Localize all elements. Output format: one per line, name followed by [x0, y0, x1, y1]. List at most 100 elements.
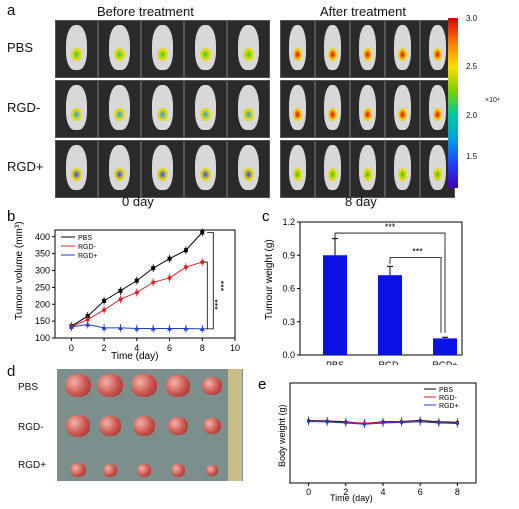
mouse-image-before: [141, 20, 184, 78]
c-bar: [378, 275, 402, 355]
c-sig-bracket-outer: [334, 232, 446, 333]
c-sig-bracket-inner: [389, 257, 442, 333]
tumour-specimen: [166, 375, 190, 397]
b-point: [102, 307, 107, 312]
mouse-image-before: [141, 80, 184, 138]
b-legend-label: PBS: [78, 235, 92, 242]
c-ylabel: Tumour weight (g): [264, 239, 275, 320]
panel-a-label: a: [7, 2, 16, 19]
b-point: [167, 326, 173, 331]
mouse-image-after: [350, 20, 385, 78]
b-xtick-label: 2: [102, 343, 107, 353]
mouse-image-before: [184, 140, 227, 198]
colorbar-tick-2-5: 2.5: [466, 62, 478, 71]
b-ylabel: Tumour volume (mm³): [14, 221, 25, 320]
tumour-specimen: [171, 464, 185, 477]
b-point: [134, 278, 139, 283]
after-treatment-heading: After treatment: [320, 4, 406, 19]
colorbar-tick-3: 3.0: [466, 14, 478, 23]
mouse-image-after: [350, 140, 385, 198]
d-row-rgd-plus: RGD+: [18, 460, 47, 471]
row-label-pbs: PBS: [7, 40, 34, 55]
before-treatment-heading: Before treatment: [97, 4, 194, 19]
b-point: [117, 325, 123, 330]
day-after-label: 8 day: [345, 194, 377, 209]
e-legend-label: RGD-: [439, 395, 458, 402]
mouse-image-after: [385, 140, 420, 198]
d-row-pbs: PBS: [18, 382, 39, 393]
e-ylabel: Body weight (g): [277, 404, 287, 467]
e-point: [400, 420, 404, 425]
mouse-image-after: [385, 20, 420, 78]
b-ytick-label: 400: [35, 232, 50, 242]
mouse-image-after: [315, 80, 350, 138]
b-point: [200, 230, 205, 235]
mouse-image-after: [315, 140, 350, 198]
colorbar-tick-2: 2.0: [466, 111, 478, 120]
tumour-specimen: [137, 464, 151, 477]
e-point: [455, 421, 459, 426]
mouse-image-after: [280, 20, 315, 78]
mouse-image-before: [55, 140, 98, 198]
c-ytick-label: 0.0: [282, 350, 295, 360]
tumour-specimen: [70, 463, 86, 478]
b-sig-bracket-outer: [207, 231, 214, 330]
tumour-specimen: [206, 465, 218, 476]
b-xtick-label: 4: [134, 343, 139, 353]
b-sig-bracket-inner: [203, 261, 208, 330]
b-ytick-label: 300: [35, 266, 50, 276]
e-xtick-label: 4: [380, 487, 385, 497]
b-point: [167, 256, 172, 261]
b-plot-frame: [54, 229, 236, 339]
c-bar: [323, 255, 347, 355]
b-point: [183, 265, 188, 270]
e-xlabel: Time (day): [330, 493, 373, 503]
mouse-image-before: [55, 80, 98, 138]
row-label-rgd-minus: RGD-: [7, 100, 41, 115]
mouse-image-before: [184, 20, 227, 78]
b-legend-label: RGD+: [78, 253, 98, 260]
mouse-image-after: [350, 80, 385, 138]
b-point: [134, 290, 139, 295]
tumour-specimen: [168, 417, 188, 435]
c-bar: [433, 338, 457, 355]
colorbar: [448, 18, 458, 188]
mouse-image-after: [280, 80, 315, 138]
e-point: [381, 421, 385, 425]
colorbar-tick-1-5: 1.5: [466, 152, 478, 161]
mouse-image-before: [227, 20, 270, 78]
panel-c-label: c: [262, 208, 270, 225]
ruler: [228, 369, 242, 481]
b-xlabel: Time (day): [111, 351, 158, 362]
c-xtick-label: RGD-: [379, 360, 402, 365]
b-legend-label: RGD-: [78, 244, 97, 251]
c-ytick-label: 1.2: [282, 217, 295, 227]
b-point: [85, 317, 90, 322]
b-ytick-label: 150: [35, 316, 50, 326]
b-point: [150, 326, 156, 331]
b-point: [151, 280, 156, 285]
b-point: [118, 288, 123, 293]
mouse-image-after: [385, 80, 420, 138]
b-point: [68, 324, 74, 329]
b-point: [167, 275, 172, 280]
b-ytick-label: 250: [35, 282, 50, 292]
b-point: [102, 298, 107, 303]
b-xtick-label: 6: [167, 343, 172, 353]
b-sig-label: ***: [215, 281, 225, 292]
tumour-specimen: [131, 374, 157, 398]
b-point: [85, 322, 91, 327]
panel-b-label: b: [7, 208, 15, 225]
b-ytick-label: 200: [35, 299, 50, 309]
e-xtick-label: 8: [455, 487, 460, 497]
b-point: [183, 326, 189, 331]
tumour-specimen: [203, 418, 221, 435]
b-xtick-label: 0: [69, 343, 74, 353]
colorbar-exponent: ×10⁴: [485, 97, 500, 104]
e-xtick-label: 0: [306, 487, 311, 497]
b-point: [118, 297, 123, 302]
e-point: [362, 422, 366, 426]
mouse-image-after: [280, 140, 315, 198]
e-point: [418, 420, 422, 424]
b-point: [134, 326, 140, 331]
